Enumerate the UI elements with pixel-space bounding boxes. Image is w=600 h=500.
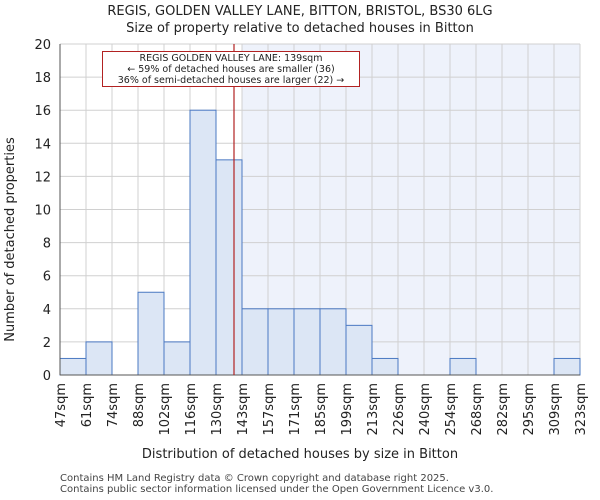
x-tick-label: 88sqm — [132, 383, 147, 427]
y-tick-label: 12 — [34, 170, 51, 185]
x-tick-label: 240sqm — [418, 383, 433, 436]
x-tick-label: 61sqm — [80, 383, 95, 427]
x-tick-label: 74sqm — [106, 383, 121, 427]
annotation-line-2: ← 59% of detached houses are smaller (36… — [127, 64, 335, 75]
bar — [449, 357, 477, 376]
x-tick-label: 323sqm — [574, 383, 589, 436]
bar — [319, 308, 347, 376]
y-tick-label: 4 — [43, 303, 51, 318]
x-tick-label: 157sqm — [262, 383, 277, 436]
y-tick-label: 8 — [43, 237, 51, 252]
x-tick-label: 199sqm — [340, 383, 355, 436]
footer-line-1: Contains HM Land Registry data © Crown c… — [60, 473, 449, 484]
x-axis-label: Distribution of detached houses by size … — [142, 447, 458, 462]
x-tick-label: 185sqm — [314, 383, 329, 436]
bar — [345, 324, 373, 376]
y-tick-label: 18 — [34, 71, 51, 86]
footer-line-2: Contains public sector information licen… — [60, 484, 494, 495]
bar — [215, 159, 243, 376]
bar — [241, 308, 269, 376]
x-tick-label: 47sqm — [54, 383, 69, 427]
bar — [371, 357, 399, 376]
bar — [59, 357, 87, 376]
bar — [189, 109, 217, 376]
x-tick-label: 171sqm — [288, 383, 303, 436]
x-tick-label: 309sqm — [548, 383, 563, 436]
x-tick-label: 130sqm — [210, 383, 225, 436]
y-tick-label: 20 — [34, 38, 51, 53]
y-tick-label: 16 — [34, 104, 51, 119]
y-tick-label: 0 — [43, 369, 51, 384]
chart-title: REGIS, GOLDEN VALLEY LANE, BITTON, BRIST… — [107, 4, 493, 19]
annotation-box: REGIS GOLDEN VALLEY LANE: 139sqm ← 59% o… — [102, 51, 360, 87]
y-tick-label: 14 — [34, 137, 51, 152]
x-tick-label: 254sqm — [444, 383, 459, 436]
x-tick-label: 295sqm — [522, 383, 537, 436]
annotation-line-3: 36% of semi-detached houses are larger (… — [117, 75, 345, 86]
y-tick-label: 2 — [43, 336, 51, 351]
x-tick-label: 282sqm — [496, 383, 511, 436]
x-tick-label: 268sqm — [470, 383, 485, 436]
y-axis-label: Number of detached properties — [3, 137, 18, 342]
x-tick-label: 226sqm — [392, 383, 407, 436]
y-tick-label: 10 — [34, 204, 51, 219]
bar — [163, 341, 191, 376]
y-tick-label: 6 — [43, 270, 51, 285]
bar — [85, 341, 113, 376]
annotation-line-1: REGIS GOLDEN VALLEY LANE: 139sqm — [139, 53, 323, 64]
x-tick-label: 143sqm — [236, 383, 251, 436]
chart-subtitle: Size of property relative to detached ho… — [126, 21, 474, 36]
bar — [293, 308, 321, 376]
bar — [267, 308, 295, 376]
x-tick-label: 116sqm — [184, 383, 199, 436]
bar — [137, 291, 165, 376]
x-tick-label: 102sqm — [158, 383, 173, 436]
x-tick-label: 213sqm — [366, 383, 381, 436]
bar — [553, 357, 581, 376]
